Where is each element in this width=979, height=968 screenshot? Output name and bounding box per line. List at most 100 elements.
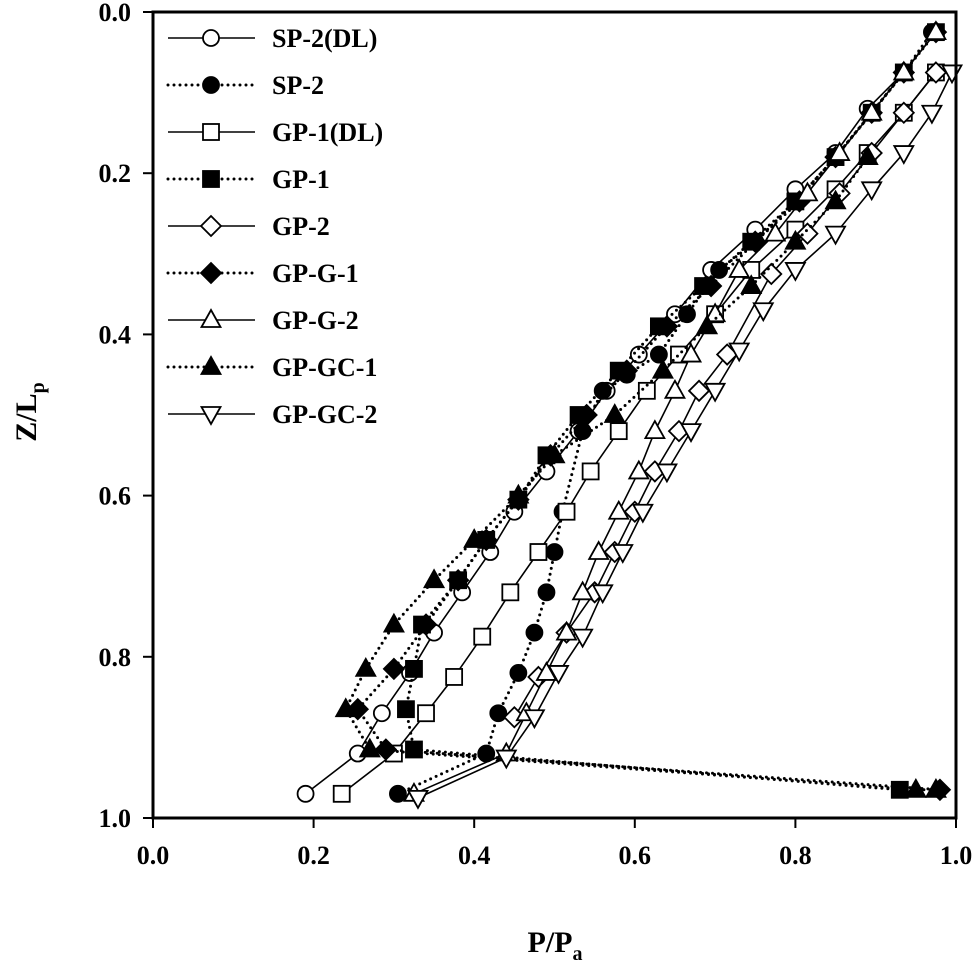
- x-tick-label: 0.2: [297, 841, 330, 870]
- legend-item: SP-2: [166, 71, 324, 100]
- data-point: [629, 345, 648, 364]
- data-point: [382, 612, 405, 633]
- series-gp-2: [503, 61, 948, 729]
- y-tick-label: 0.2: [99, 159, 132, 188]
- data-point: [495, 749, 518, 770]
- data-point: [856, 145, 879, 165]
- data-point: [445, 668, 464, 686]
- y-tick-label: 1.0: [99, 804, 132, 833]
- data-point: [382, 657, 406, 681]
- legend-marker: [202, 29, 220, 47]
- legend-marker: [199, 308, 223, 328]
- data-point: [651, 358, 674, 379]
- data-point: [924, 61, 948, 84]
- data-point: [358, 737, 381, 758]
- data-point: [764, 221, 787, 242]
- series-line: [513, 71, 937, 718]
- y-axis-label: Z/Lp: [10, 382, 49, 441]
- data-point: [463, 528, 486, 548]
- data-point: [509, 664, 528, 682]
- legend-label: GP-2: [272, 212, 330, 241]
- data-point: [525, 623, 544, 642]
- data-point: [796, 222, 819, 245]
- y-tick-label: 0.8: [99, 643, 132, 672]
- x-tick-label: 1.0: [940, 841, 973, 870]
- data-point: [631, 503, 654, 524]
- data-point: [615, 359, 639, 382]
- data-point: [752, 302, 775, 323]
- data-point: [892, 60, 915, 81]
- data-point: [699, 274, 723, 298]
- data-point: [679, 342, 703, 363]
- series-gp-gc-1: [334, 145, 947, 798]
- data-point: [696, 314, 719, 335]
- data-point: [637, 381, 656, 400]
- data-point: [627, 459, 650, 480]
- data-point: [354, 657, 377, 677]
- data-point: [446, 568, 470, 592]
- data-point: [892, 101, 916, 125]
- series-gp-gc-2: [406, 64, 964, 810]
- data-point: [704, 382, 727, 403]
- data-point: [489, 704, 508, 723]
- plot-area: [151, 10, 958, 820]
- series-line: [404, 30, 938, 792]
- data-point: [545, 543, 564, 561]
- series-gp-1: [397, 23, 945, 799]
- tick-layer: 0.0 0.2 0.4 0.6 0.8 1.00.00.20.40.60.81.0: [99, 0, 973, 870]
- legend-marker: [199, 406, 223, 426]
- legend-marker: [202, 170, 220, 188]
- y-axis-label-sub: p: [27, 382, 49, 393]
- data-point: [523, 709, 546, 730]
- data-point: [575, 403, 598, 427]
- legend-label: GP-GC-2: [272, 400, 377, 429]
- data-point: [687, 379, 711, 403]
- series-line: [396, 30, 934, 796]
- data-point: [423, 568, 446, 589]
- data-point: [924, 777, 947, 798]
- x-tick-label: 0.8: [779, 841, 812, 870]
- data-point: [581, 462, 600, 481]
- legend-marker: [202, 123, 220, 141]
- data-point: [405, 740, 423, 759]
- y-axis-label-main: Z/L: [10, 393, 43, 441]
- data-point: [571, 628, 594, 649]
- data-point: [603, 403, 626, 423]
- data-point: [655, 463, 678, 484]
- x-tick-label: 0.4: [458, 841, 491, 870]
- data-point: [332, 784, 351, 803]
- data-point: [728, 258, 751, 278]
- legend-item: SP-2(DL): [168, 24, 377, 53]
- legend-label: SP-2(DL): [272, 24, 377, 53]
- legend-label: GP-GC-1: [272, 353, 377, 382]
- data-point: [543, 443, 566, 464]
- data-point: [547, 665, 570, 685]
- legend-label: GP-G-1: [272, 259, 359, 288]
- legend-item: GP-1: [166, 165, 330, 194]
- data-point: [593, 381, 612, 400]
- data-point: [571, 580, 594, 601]
- y-tick-label: 0.6: [99, 482, 132, 511]
- series-layer: [296, 20, 964, 810]
- data-point: [824, 189, 847, 210]
- data-point: [860, 100, 883, 121]
- legend-marker: [199, 261, 223, 285]
- y-tick-label: 0.4: [99, 320, 132, 349]
- data-point: [397, 700, 415, 719]
- y-tick-label: 0.0: [99, 0, 132, 27]
- data-point: [406, 789, 430, 810]
- series-gp-g-2: [402, 20, 947, 802]
- legend-label: GP-1: [272, 165, 330, 194]
- data-point: [417, 704, 435, 723]
- data-point: [655, 315, 679, 338]
- data-point: [679, 423, 703, 443]
- data-point: [743, 230, 767, 253]
- data-point: [501, 583, 520, 602]
- data-point: [704, 302, 727, 323]
- data-point: [649, 345, 668, 364]
- data-point: [828, 141, 851, 161]
- data-point: [334, 697, 357, 718]
- data-point: [557, 502, 576, 521]
- data-point: [728, 342, 751, 363]
